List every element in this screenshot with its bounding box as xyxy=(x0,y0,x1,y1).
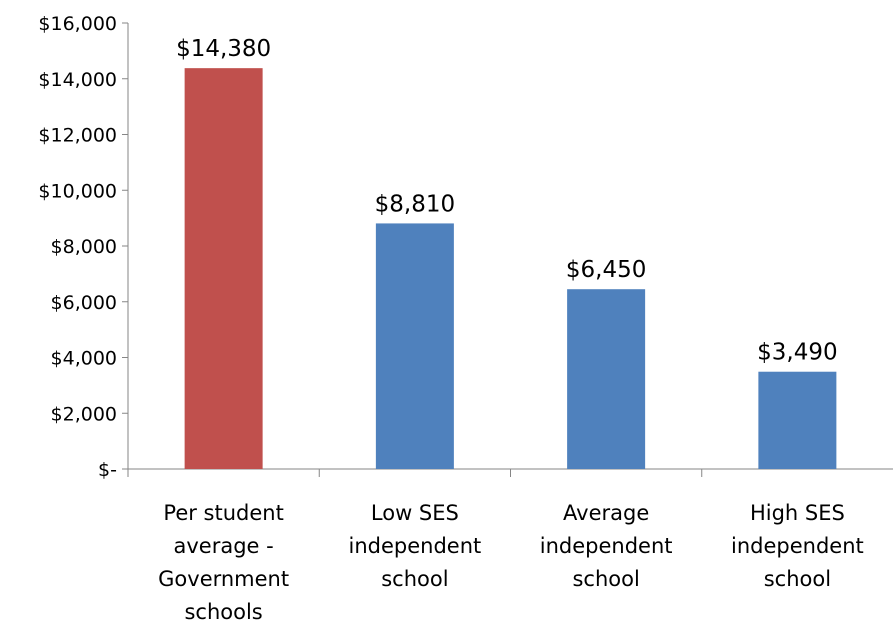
category-label: independent xyxy=(731,534,864,558)
y-tick-label: $12,000 xyxy=(38,125,117,147)
data-label: $14,380 xyxy=(176,36,271,62)
category-label: school xyxy=(572,567,639,591)
category-label: Low SES xyxy=(371,501,459,525)
x-axis xyxy=(127,468,893,477)
y-tick-label: $6,000 xyxy=(51,292,117,314)
bar xyxy=(375,223,454,469)
category-label: independent xyxy=(540,534,673,558)
category-label: Average xyxy=(563,501,649,525)
y-tick-label: $16,000 xyxy=(38,13,117,35)
category-label: school xyxy=(381,567,448,591)
bar xyxy=(567,289,646,469)
category-label: school xyxy=(764,567,831,591)
y-tick-label: $14,000 xyxy=(38,69,117,91)
category-label: Government xyxy=(158,567,289,591)
y-tick-label: $10,000 xyxy=(38,180,117,202)
category-labels: Per student average - Government schools Low… xyxy=(158,501,864,624)
y-tick-label: $2,000 xyxy=(51,403,117,425)
y-tick-label: $4,000 xyxy=(51,348,117,370)
y-tick-label: $- xyxy=(98,459,117,481)
category-label: schools xyxy=(184,600,262,624)
bar xyxy=(184,68,263,469)
y-axis: $- $2,000 $4,000 $6,000 $8,000 $10,000 $12,000… xyxy=(38,13,129,481)
data-label: $8,810 xyxy=(375,191,455,217)
y-tick-label: $8,000 xyxy=(51,236,117,258)
data-label: $3,490 xyxy=(757,340,837,366)
bar xyxy=(758,371,837,469)
data-label: $6,450 xyxy=(566,257,646,283)
bars xyxy=(184,68,837,469)
category-label: High SES xyxy=(750,501,845,525)
category-label: Per student xyxy=(163,501,283,525)
category-label: independent xyxy=(349,534,482,558)
data-labels: $14,380 $8,810 $6,450 $3,490 xyxy=(176,36,838,366)
category-label: average - xyxy=(174,534,274,558)
